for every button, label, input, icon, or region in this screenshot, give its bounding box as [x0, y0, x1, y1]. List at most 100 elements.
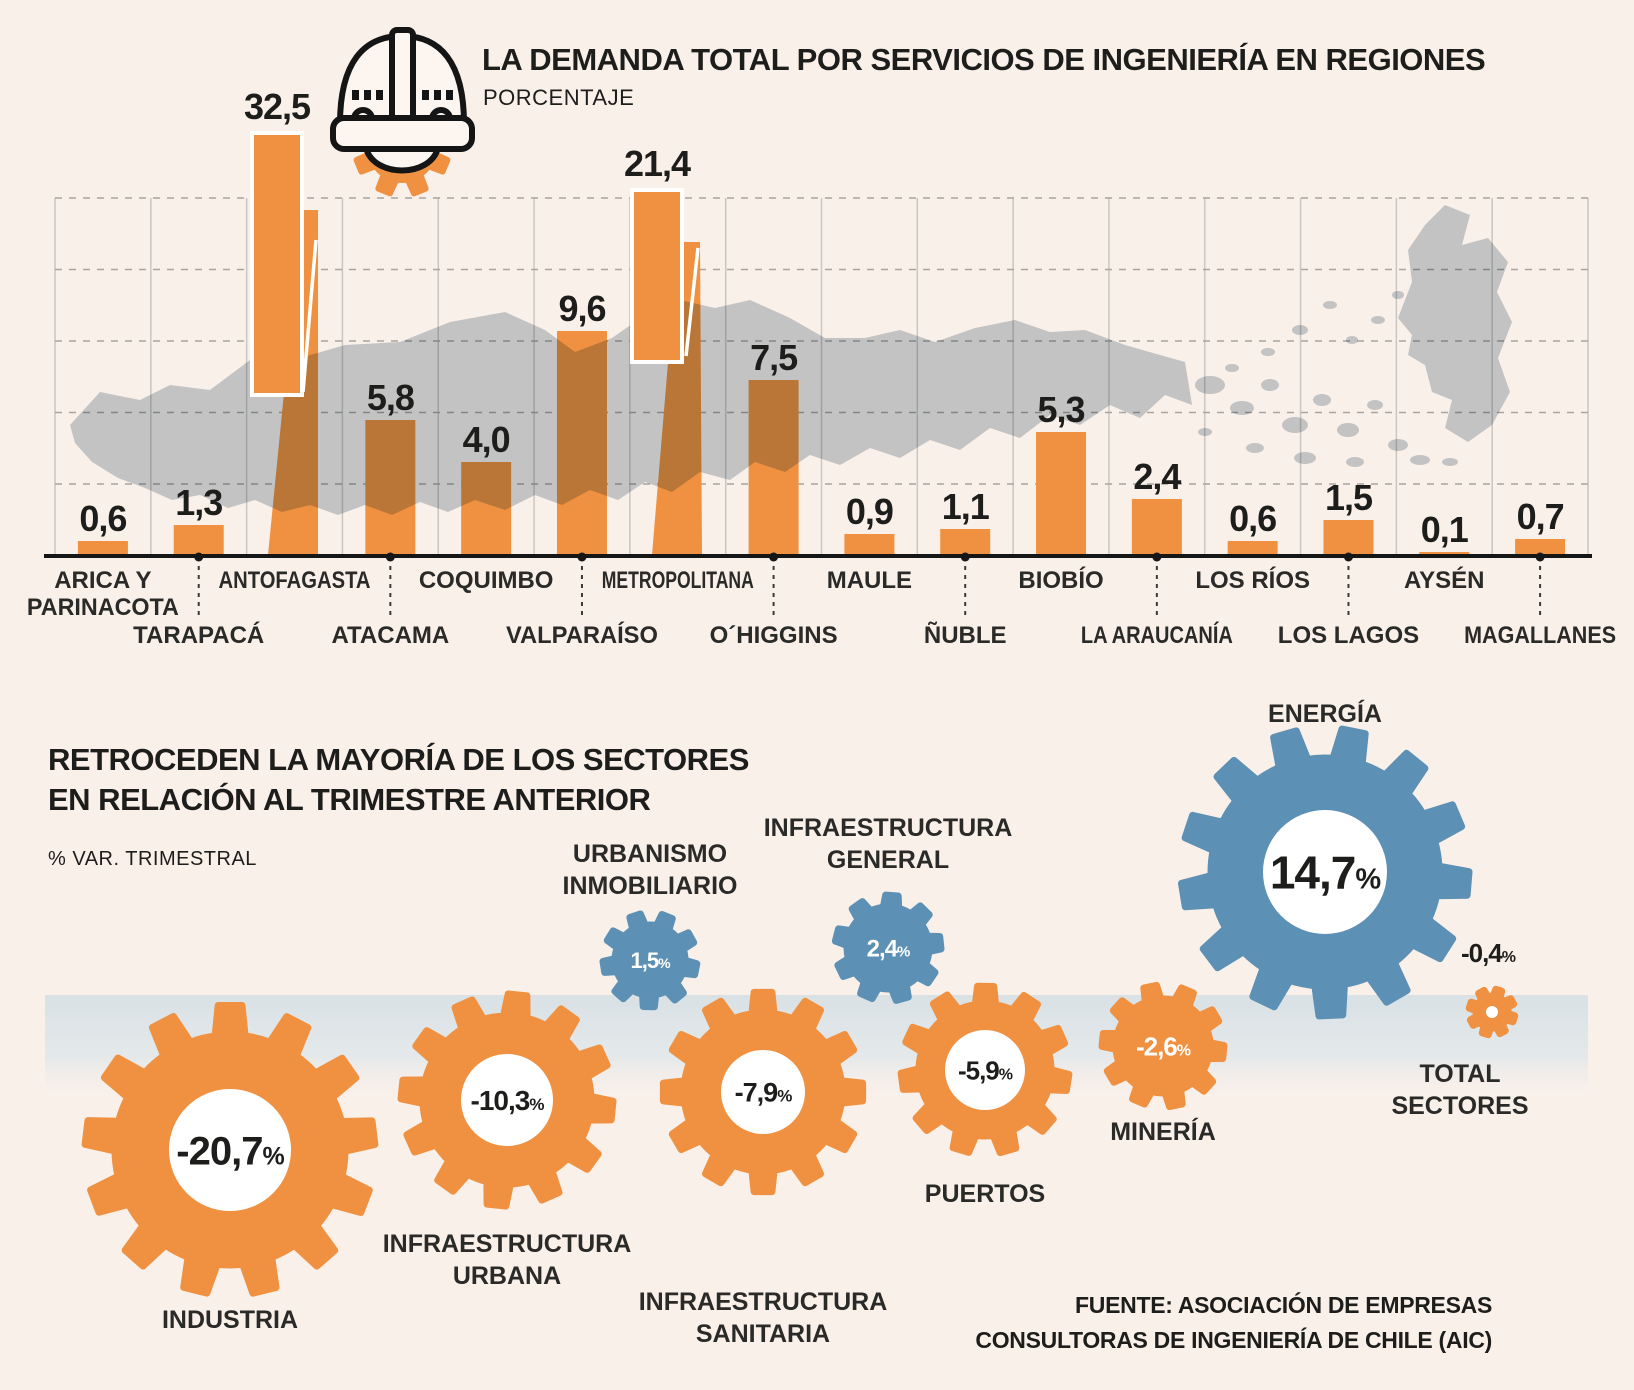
hard-hat-brim — [330, 115, 475, 152]
sector-label: SANITARIA — [696, 1320, 830, 1348]
bar-value-label: 1,1 — [942, 486, 990, 527]
sector-value-label: -10,3% — [471, 1085, 545, 1116]
sector-gears: -20,7% -10,3% -7,9% -5,9% -2,6% 1,5% 2,4% 14,7%… — [81, 725, 1519, 1297]
sector-labels: INDUSTRIA INFRAESTRUCTURA URBANA INFRAESTRU… — [162, 699, 1529, 1348]
sector-label: MINERÍA — [1110, 1117, 1216, 1146]
bar-value-label: 32,5 — [244, 86, 311, 127]
leader-dot — [385, 552, 395, 562]
bar — [77, 541, 128, 555]
source-line1: FUENTE: ASOCIACIÓN DE EMPRESAS — [1075, 1292, 1492, 1318]
bar-value-label: 4,0 — [463, 419, 510, 460]
bar-value-labels: 0,6 1,3 32,5 5,8 4,0 9,6 21,4 7,5 0,9 1,1 5,3 2,4 0,… — [79, 86, 1564, 550]
hard-hat-vents — [352, 90, 453, 100]
bar — [1419, 552, 1470, 555]
bar-value-label: 0,7 — [1517, 496, 1564, 537]
bar-tear-line — [684, 247, 700, 357]
bar-callout — [250, 131, 304, 397]
section2-subtitle: % VAR. TRIMESTRAL — [48, 848, 257, 870]
region-label: TARAPACÁ — [133, 621, 264, 649]
bar — [1131, 499, 1182, 555]
region-label: O´HIGGINS — [710, 622, 838, 649]
sector-value-label: -2,6% — [1136, 1031, 1191, 1061]
page-subtitle: PORCENTAJE — [483, 85, 635, 110]
sector-gear-hub — [945, 1030, 1025, 1110]
chile-map-islands — [1195, 291, 1458, 467]
leader-dot — [194, 552, 204, 562]
region-label: ÑUBLE — [924, 621, 1007, 649]
bar-value-label: 21,4 — [624, 143, 691, 184]
leader-dot — [960, 552, 970, 562]
sector-label: PUERTOS — [925, 1180, 1045, 1208]
sector-value-label: 2,4% — [867, 936, 910, 963]
region-label: PARINACOTA — [27, 594, 179, 621]
sector-gear-hub — [169, 1089, 291, 1211]
region-label: VALPARAÍSO — [506, 621, 658, 649]
bar-value-label: 0,1 — [1421, 509, 1469, 550]
chile-map-silhouette — [70, 205, 1512, 515]
region-label: ANTOFAGASTA — [219, 567, 371, 594]
sector-value-label: -0,4% — [1461, 938, 1516, 968]
region-label: MAGALLANES — [1464, 622, 1616, 649]
section2-title-line2: EN RELACIÓN AL TRIMESTRE ANTERIOR — [48, 781, 651, 817]
section2-title: RETROCEDEN LA MAYORÍA DE LOS SECTORES EN… — [48, 740, 749, 819]
sector-gear-hub — [1263, 810, 1387, 934]
region-label: LOS LAGOS — [1278, 622, 1419, 649]
sector-gear-hub — [721, 1050, 805, 1134]
region-label: METROPOLITANA — [602, 567, 754, 594]
leader-dot — [577, 552, 587, 562]
sector-value-label: -7,9% — [735, 1078, 793, 1108]
bar-value-label: 0,6 — [1229, 498, 1276, 539]
sector-label: INFRAESTRUCTURA — [639, 1288, 888, 1316]
sector-label: URBANA — [453, 1262, 561, 1290]
bar-callout — [630, 188, 684, 364]
bar-value-label: 2,4 — [1133, 456, 1181, 497]
source-note: FUENTE: ASOCIACIÓN DE EMPRESAS CONSULTOR… — [975, 1288, 1492, 1357]
sector-label: SECTORES — [1391, 1092, 1528, 1120]
sector-label: TOTAL — [1419, 1060, 1500, 1088]
bar-value-label: 0,9 — [846, 491, 893, 532]
region-label: LA ARAUCANÍA — [1081, 621, 1233, 649]
source-line2: CONSULTORAS DE INGENIERÍA DE CHILE (AIC) — [975, 1326, 1492, 1353]
region-label: ATACAMA — [331, 622, 449, 649]
region-label: LOS RÍOS — [1195, 566, 1310, 594]
bar-value-label: 1,3 — [175, 482, 222, 523]
bar — [1515, 539, 1566, 555]
sector-label: GENERAL — [827, 846, 949, 874]
bar — [1036, 432, 1087, 555]
region-label: COQUIMBO — [419, 567, 554, 594]
region-label: ARICA Y — [54, 567, 151, 594]
hard-hat-icon — [330, 27, 475, 174]
sector-gear-hub — [461, 1054, 553, 1146]
bar-value-label: 5,8 — [367, 377, 414, 418]
overflow-bar-callouts — [250, 131, 700, 397]
bar — [844, 534, 895, 555]
sector-label: INMOBILIARIO — [563, 872, 738, 900]
bar-value-label: 0,6 — [79, 498, 126, 539]
sector-gear — [1098, 981, 1228, 1111]
sector-value-label: 14,7% — [1270, 847, 1382, 899]
bar — [1323, 520, 1374, 555]
bar — [1227, 541, 1278, 555]
bar-tear-line — [301, 239, 318, 393]
leader-dot — [769, 552, 779, 562]
sector-label: URBANISMO — [573, 840, 727, 868]
sector-value-label: -20,7% — [176, 1129, 284, 1173]
sector-label: INDUSTRIA — [162, 1306, 298, 1334]
leader-dot — [1152, 552, 1162, 562]
sector-gear-hub — [1486, 1006, 1498, 1018]
region-label: BIOBÍO — [1018, 566, 1103, 594]
sector-label: INFRAESTRUCTURA — [383, 1230, 632, 1258]
bar — [173, 525, 224, 555]
sector-value-label: -5,9% — [958, 1055, 1013, 1085]
region-label: AYSÉN — [1404, 566, 1484, 594]
chile-map-mainland — [70, 300, 1192, 515]
sector-value-label: 1,5% — [630, 948, 671, 973]
page-title: LA DEMANDA TOTAL POR SERVICIOS DE INGENI… — [482, 42, 1486, 77]
leader-dot — [1343, 552, 1353, 562]
hard-hat-rib — [389, 27, 416, 127]
leader-dot — [1535, 552, 1545, 562]
bar-value-label: 1,5 — [1325, 477, 1373, 518]
